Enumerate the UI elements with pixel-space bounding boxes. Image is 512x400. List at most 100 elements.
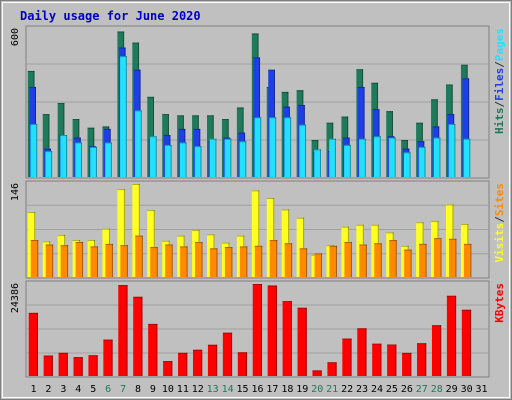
day-label-23: 23 bbox=[356, 384, 368, 395]
bar-pages-day-11-shade bbox=[185, 142, 187, 177]
bar-pages-day-22 bbox=[344, 144, 351, 177]
bar-pages-day-21 bbox=[329, 138, 336, 177]
day-label-4: 4 bbox=[75, 384, 81, 395]
bar-files-day-2-top bbox=[44, 148, 51, 150]
day-label-13: 13 bbox=[207, 384, 219, 395]
bar-sites-day-18 bbox=[284, 243, 293, 277]
bar-kbytes-day-21-top bbox=[327, 362, 337, 364]
bar-sites-day-30 bbox=[463, 243, 472, 277]
bar-kbytes-day-15-top bbox=[237, 352, 248, 354]
bar-hits-day-3-top bbox=[57, 103, 65, 104]
bar-hits-day-6-top bbox=[102, 126, 110, 128]
bar-visits-day-16 bbox=[251, 190, 260, 277]
bar-sites-day-14 bbox=[224, 247, 233, 277]
day-label-16: 16 bbox=[251, 384, 263, 395]
day-label-10: 10 bbox=[162, 384, 174, 395]
bar-sites-day-13 bbox=[210, 248, 218, 277]
bar-pages-day-12-top bbox=[194, 146, 202, 148]
bar-kbytes-day-13-shade bbox=[216, 344, 218, 376]
bar-kbytes-day-30-shade bbox=[470, 309, 472, 376]
bar-sites-day-4 bbox=[75, 241, 84, 277]
bar-sites-day-11-shade bbox=[186, 246, 188, 277]
bar-sites-day-10-top bbox=[165, 244, 173, 246]
bar-visits-day-18-top bbox=[281, 209, 290, 211]
day-label-12: 12 bbox=[192, 384, 204, 395]
day-label-29: 29 bbox=[446, 384, 458, 395]
legend-hits-1: / bbox=[493, 101, 506, 108]
bar-sites-day-24 bbox=[374, 243, 382, 277]
bar-visits-day-17-shade bbox=[273, 198, 275, 277]
bar-files-day-27-top bbox=[417, 141, 425, 143]
day-label-8: 8 bbox=[135, 384, 141, 395]
bar-hits-day-10-top bbox=[162, 114, 169, 116]
bar-sites-day-6-top bbox=[105, 243, 113, 245]
bar-kbytes-day-28-top bbox=[431, 325, 442, 327]
bar-kbytes-day-25-top bbox=[387, 344, 397, 346]
bar-pages-day-20-shade bbox=[319, 149, 321, 177]
bar-kbytes-day-2-top bbox=[43, 355, 53, 357]
bar-hits-day-8-top bbox=[132, 42, 140, 44]
bar-sites-day-5-top bbox=[90, 246, 98, 248]
bar-sites-day-21-top bbox=[329, 245, 337, 247]
legend-visits-1: / bbox=[493, 216, 506, 223]
bar-sites-day-26-shade bbox=[410, 249, 412, 277]
bar-visits-day-21-top bbox=[326, 245, 334, 247]
bar-kbytes-day-1-top bbox=[28, 312, 38, 314]
bar-kbytes-day-25-shade bbox=[395, 344, 397, 376]
bar-kbytes-day-29 bbox=[446, 295, 457, 376]
legend-kbytes-0: KBytes bbox=[493, 283, 506, 323]
bar-files-day-17-top bbox=[268, 69, 275, 71]
bar-pages-day-9 bbox=[149, 136, 157, 177]
day-label-21: 21 bbox=[326, 384, 338, 395]
bar-pages-day-20 bbox=[314, 149, 321, 177]
bar-sites-day-22-shade bbox=[350, 241, 352, 277]
bar-kbytes-day-13-top bbox=[207, 344, 218, 346]
day-label-9: 9 bbox=[150, 384, 156, 395]
bar-pages-day-30-top bbox=[463, 138, 471, 140]
bar-hits-day-28-top bbox=[431, 99, 438, 101]
day-label-22: 22 bbox=[341, 384, 353, 395]
bar-sites-day-21-shade bbox=[335, 245, 337, 277]
bar-files-day-14-top bbox=[223, 137, 231, 139]
bar-visits-day-8-top bbox=[132, 184, 140, 185]
bar-sites-day-8 bbox=[135, 235, 143, 277]
day-label-18: 18 bbox=[281, 384, 293, 395]
bar-visits-day-24-top bbox=[371, 224, 379, 226]
bar-kbytes-day-26 bbox=[402, 352, 412, 376]
bar-files-day-24-top bbox=[372, 109, 380, 111]
bar-hits-day-15-top bbox=[236, 107, 244, 109]
bar-kbytes-day-13 bbox=[207, 344, 218, 376]
bar-kbytes-day-11 bbox=[178, 352, 188, 376]
bar-kbytes-day-12-shade bbox=[201, 349, 203, 376]
bar-pages-day-5-top bbox=[90, 146, 97, 148]
bar-sites-day-28-shade bbox=[440, 238, 442, 277]
bar-pages-day-10 bbox=[164, 144, 172, 177]
bar-hits-day-29-top bbox=[445, 84, 453, 86]
bar-files-day-22-top bbox=[342, 137, 350, 139]
bar-pages-day-9-top bbox=[149, 136, 157, 138]
bar-sites-day-2-top bbox=[45, 244, 54, 246]
bar-hits-day-2-shade bbox=[48, 114, 50, 177]
day-label-30: 30 bbox=[461, 384, 473, 395]
bar-visits-day-17-top bbox=[266, 198, 275, 200]
bar-pages-day-19-shade bbox=[305, 124, 307, 177]
bar-pages-day-12-shade bbox=[200, 146, 202, 177]
bar-kbytes-day-3-shade bbox=[66, 352, 68, 376]
bar-kbytes-day-23 bbox=[357, 328, 367, 376]
bar-sites-day-20-shade bbox=[321, 253, 323, 277]
bar-visits-day-23-top bbox=[356, 224, 364, 226]
bar-pages-day-14 bbox=[224, 138, 232, 177]
bar-hits-day-19-top bbox=[296, 90, 304, 92]
bar-pages-day-16-shade bbox=[260, 117, 262, 177]
bar-kbytes-day-15-shade bbox=[246, 352, 248, 376]
bar-pages-day-7-top bbox=[120, 56, 127, 58]
bar-kbytes-day-19 bbox=[297, 307, 307, 376]
bar-kbytes-day-26-top bbox=[402, 352, 412, 354]
bar-files-day-29-top bbox=[447, 114, 455, 116]
bar-files-day-30 bbox=[462, 78, 470, 177]
bar-sites-day-6 bbox=[105, 243, 113, 277]
bar-kbytes-day-24 bbox=[372, 343, 382, 376]
bar-visits-day-10-top bbox=[162, 240, 170, 242]
bar-kbytes-day-22-shade bbox=[350, 338, 352, 376]
